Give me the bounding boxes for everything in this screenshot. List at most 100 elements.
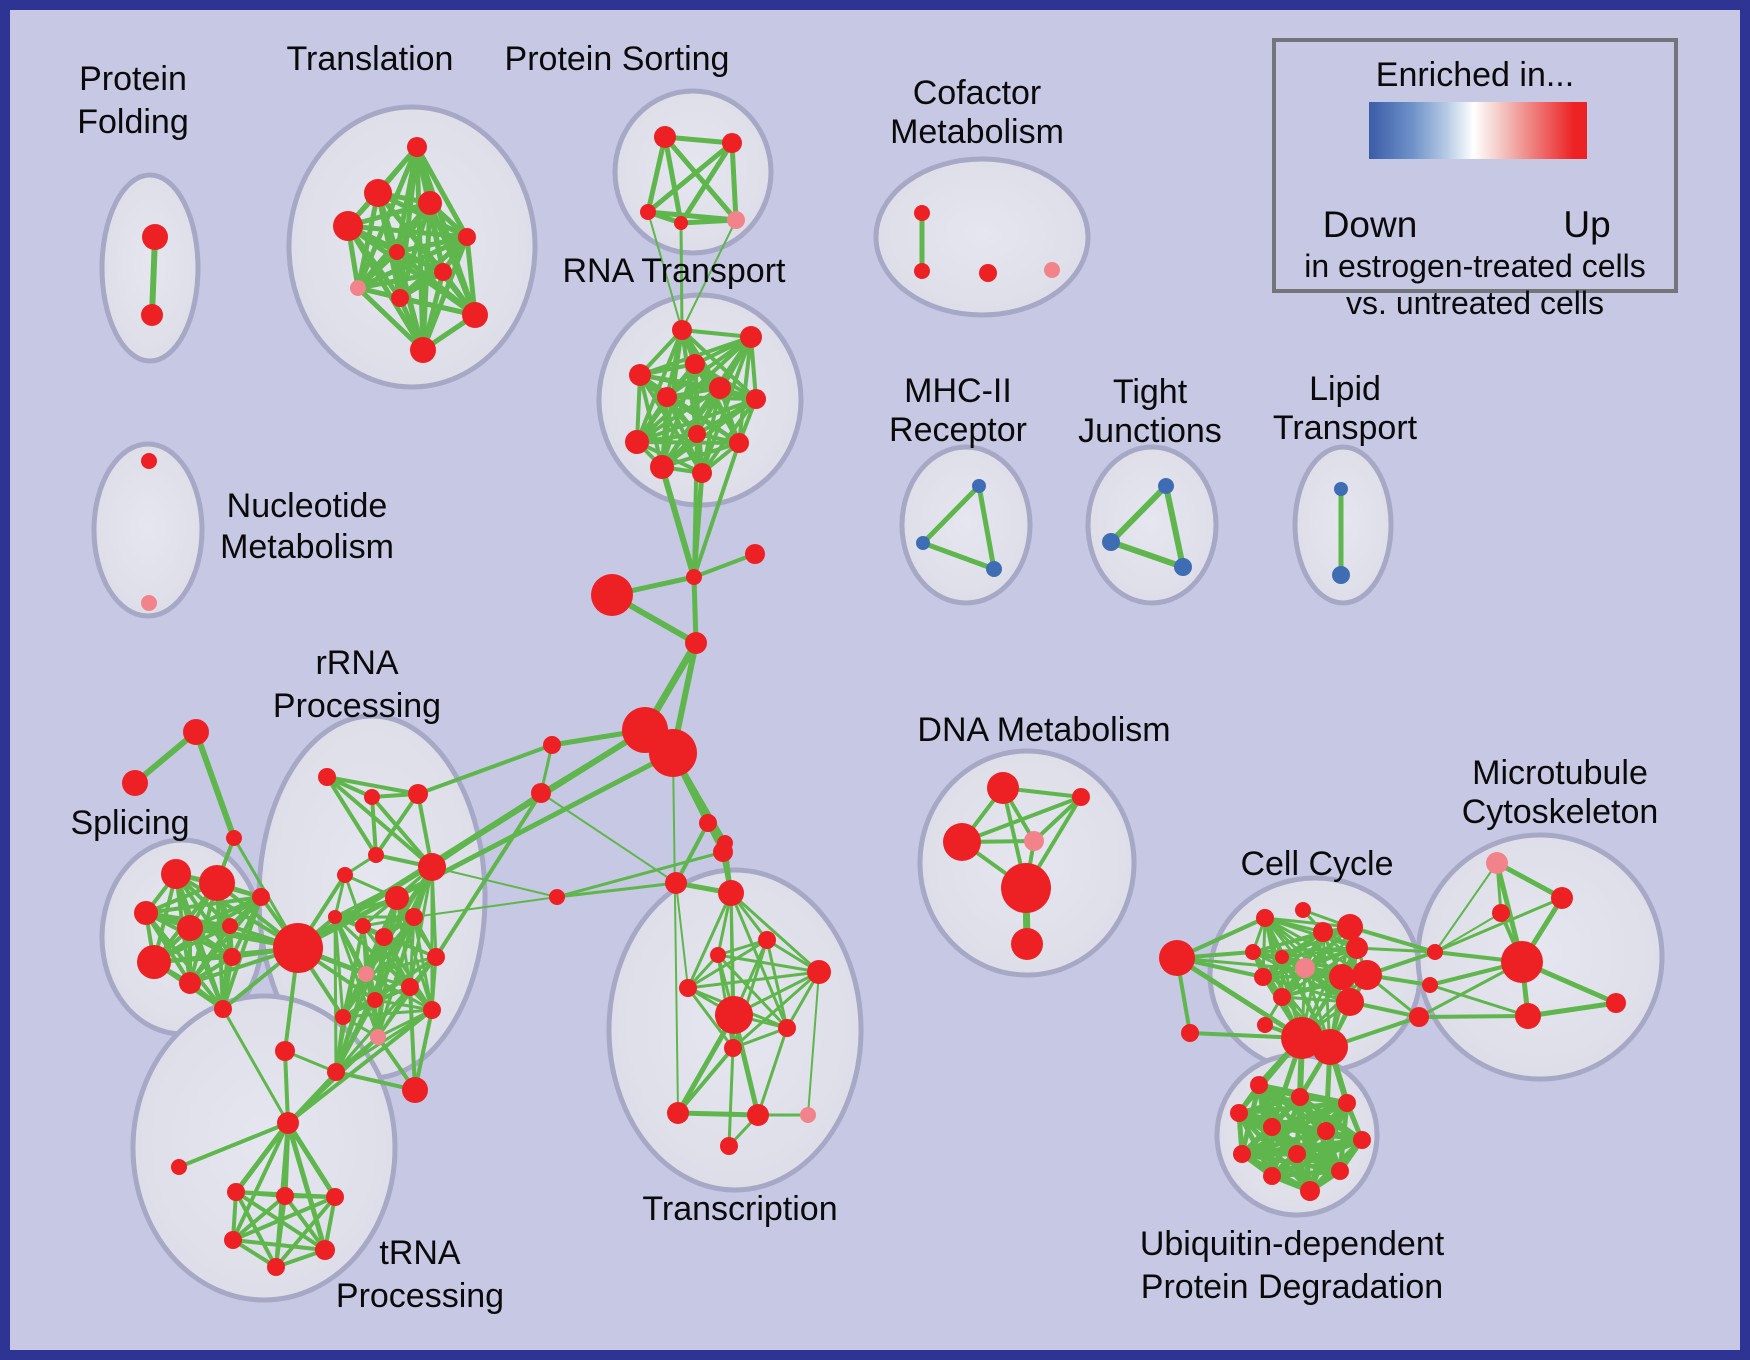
node-c4 bbox=[1044, 262, 1060, 278]
edge-tr6-tr7 bbox=[686, 970, 821, 990]
rna-transport-label-line1: RNA Transport bbox=[563, 252, 787, 290]
edge-tr9-tr12 bbox=[756, 1026, 789, 1117]
edge-r9-r12 bbox=[635, 440, 704, 475]
edge-rr5-rr13 bbox=[412, 915, 434, 1012]
node-s4 bbox=[161, 859, 191, 889]
legend-caption-line1: in estrogen-treated cells bbox=[1304, 248, 1646, 284]
edge-rr12-rr16 bbox=[334, 998, 377, 1074]
edge-t6-t8 bbox=[355, 249, 400, 291]
node-tj2 bbox=[1102, 533, 1120, 551]
node-cc14 bbox=[1257, 1017, 1273, 1033]
node-t10 bbox=[462, 302, 488, 328]
node-s12 bbox=[223, 948, 241, 966]
node-ps2 bbox=[722, 133, 742, 153]
node-rr9 bbox=[427, 948, 445, 966]
node-r11 bbox=[650, 455, 674, 479]
node-r12 bbox=[692, 463, 712, 483]
node-ub6 bbox=[1317, 1122, 1335, 1140]
node-rr16 bbox=[327, 1063, 345, 1081]
edge-x1-x4 bbox=[691, 574, 699, 646]
node-rr11 bbox=[401, 978, 419, 996]
node-u2 bbox=[227, 1183, 245, 1201]
edge-tj2-tj3 bbox=[1108, 539, 1186, 570]
edge-cc1-cc7 bbox=[1263, 916, 1352, 929]
edge-tr2-tr7 bbox=[675, 882, 689, 989]
node-ub3 bbox=[1338, 1094, 1356, 1112]
protein-sorting-label-line1: Protein Sorting bbox=[505, 40, 730, 78]
edge-mh1-mh3 bbox=[976, 483, 997, 572]
node-ub7 bbox=[1353, 1131, 1371, 1149]
node-r10 bbox=[729, 433, 749, 453]
trna-processing-label-line1: tRNA bbox=[379, 1234, 461, 1272]
legend-caption-line2: vs. untreated cells bbox=[1346, 285, 1604, 321]
edge-t1-t5 bbox=[414, 144, 470, 240]
edge-tj1-tj3 bbox=[1163, 483, 1186, 570]
edge-x11-tr1 bbox=[555, 850, 725, 899]
edge-ub10-ub11 bbox=[1269, 1168, 1343, 1179]
tight-junctions-ellipse bbox=[1085, 444, 1219, 606]
node-tr3 bbox=[718, 880, 744, 906]
edge-t8-t11 bbox=[355, 285, 426, 353]
node-d6 bbox=[1011, 928, 1043, 960]
node-tr6 bbox=[807, 960, 831, 984]
node-cc6 bbox=[1313, 922, 1333, 942]
node-s9 bbox=[252, 888, 270, 906]
node-pf1 bbox=[142, 224, 168, 250]
mhc-ii-receptor-label-line1: MHC-II bbox=[904, 372, 1012, 410]
node-t5 bbox=[458, 228, 476, 246]
node-m1 bbox=[1427, 944, 1443, 960]
edge-ps2-ps5 bbox=[729, 140, 739, 223]
edge-m1-mt2 bbox=[1433, 896, 1564, 954]
edge-u3-u5 bbox=[231, 1194, 287, 1242]
edge-rt1-rt3 bbox=[325, 775, 420, 796]
node-tr4 bbox=[758, 931, 776, 949]
lipid-transport-label-line1: Lipid bbox=[1309, 370, 1381, 408]
node-sh bbox=[273, 923, 323, 973]
node-x7 bbox=[543, 736, 561, 754]
node-tr13 bbox=[800, 1107, 816, 1123]
node-ub12 bbox=[1300, 1181, 1320, 1201]
edge-tr5-tr6 bbox=[716, 953, 821, 974]
edge-rr10-rr14 bbox=[341, 972, 368, 1019]
node-u4 bbox=[326, 1188, 344, 1206]
node-s8 bbox=[222, 918, 238, 934]
node-t2 bbox=[364, 179, 392, 207]
edge-ps5-r1 bbox=[681, 219, 737, 331]
edge-r11-x1 bbox=[659, 464, 697, 580]
edge-r9-r10 bbox=[635, 440, 741, 445]
edge-u0-s13 bbox=[221, 1007, 290, 1125]
node-cc4 bbox=[1275, 950, 1289, 964]
edge-cc6-cc17 bbox=[1321, 930, 1332, 1049]
node-u6 bbox=[315, 1240, 335, 1260]
node-ub5 bbox=[1263, 1118, 1281, 1136]
node-cc5 bbox=[1295, 958, 1315, 978]
node-tr8 bbox=[715, 996, 753, 1034]
legend-box: Enriched in... Down Up in estrogen-treat… bbox=[1272, 38, 1678, 321]
protein-folding-label-line1: Protein bbox=[79, 60, 187, 98]
node-cc10 bbox=[1329, 964, 1355, 990]
edge-u0-u4 bbox=[285, 1120, 338, 1200]
edge-rr13-rr14 bbox=[341, 1008, 434, 1019]
node-rr6 bbox=[328, 910, 342, 924]
node-x2 bbox=[745, 544, 765, 564]
microtubule-cytoskeleton-label-line2: Cytoskeleton bbox=[1462, 793, 1659, 831]
node-t7 bbox=[434, 263, 452, 281]
edge-r10-x1 bbox=[692, 441, 741, 579]
node-lt2 bbox=[1332, 566, 1350, 584]
edge-tr7-tr10 bbox=[686, 986, 735, 1050]
node-s1 bbox=[122, 770, 148, 796]
edge-u3-u6 bbox=[283, 1194, 327, 1252]
edge-mt1-mt2 bbox=[1494, 860, 1565, 901]
edge-rt2-rr3 bbox=[370, 795, 434, 869]
node-tr2 bbox=[665, 872, 687, 894]
edge-cc7-cc12 bbox=[1261, 925, 1352, 979]
node-c3 bbox=[979, 264, 997, 282]
dna-metabolism-label-line1: DNA Metabolism bbox=[917, 711, 1170, 749]
edge-tr3-tr7 bbox=[686, 891, 733, 990]
node-rr1 bbox=[368, 847, 384, 863]
node-ps3 bbox=[640, 204, 656, 220]
node-t3 bbox=[418, 191, 442, 215]
node-s5 bbox=[199, 865, 235, 901]
node-tj1 bbox=[1158, 478, 1174, 494]
edge-r7-r9 bbox=[635, 397, 758, 444]
